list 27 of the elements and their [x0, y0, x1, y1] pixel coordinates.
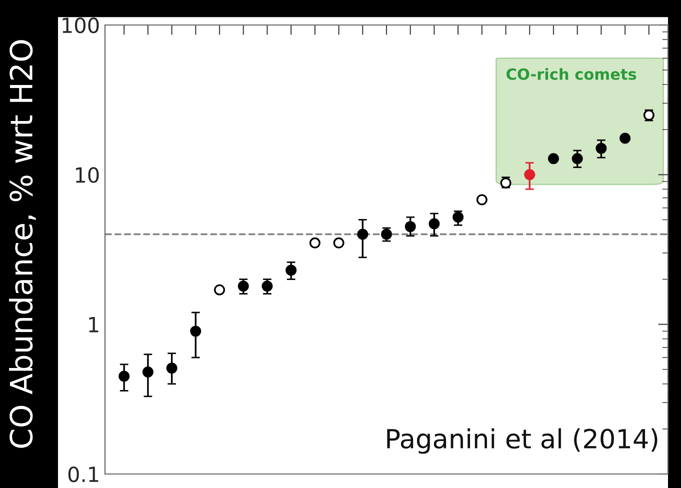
- point: [357, 228, 368, 240]
- point: [262, 280, 273, 292]
- y-axis-title: CO Abundance, % wrt H2O: [9, 40, 36, 448]
- point: [118, 370, 130, 382]
- point: [286, 264, 297, 276]
- annotation: Paganini et al (2014): [387, 428, 658, 454]
- point: [404, 221, 416, 232]
- point: [309, 237, 320, 248]
- point: [572, 153, 583, 164]
- point: [142, 366, 154, 378]
- point: [166, 362, 178, 374]
- y-tick-label: 0.1: [68, 466, 98, 482]
- y-tick-label: 10: [76, 167, 99, 183]
- annotation: CO-rich comets: [506, 68, 636, 80]
- y-tick-label: 100: [62, 17, 99, 34]
- point: [548, 153, 559, 164]
- point: [596, 142, 607, 154]
- point: [620, 132, 631, 144]
- point: [190, 326, 202, 337]
- point: [524, 169, 536, 180]
- point: [238, 280, 249, 292]
- point: [452, 212, 464, 223]
- y-tick-label: 1: [89, 317, 98, 332]
- point: [476, 194, 488, 206]
- point: [333, 237, 344, 248]
- point: [428, 218, 440, 230]
- point: [214, 284, 225, 296]
